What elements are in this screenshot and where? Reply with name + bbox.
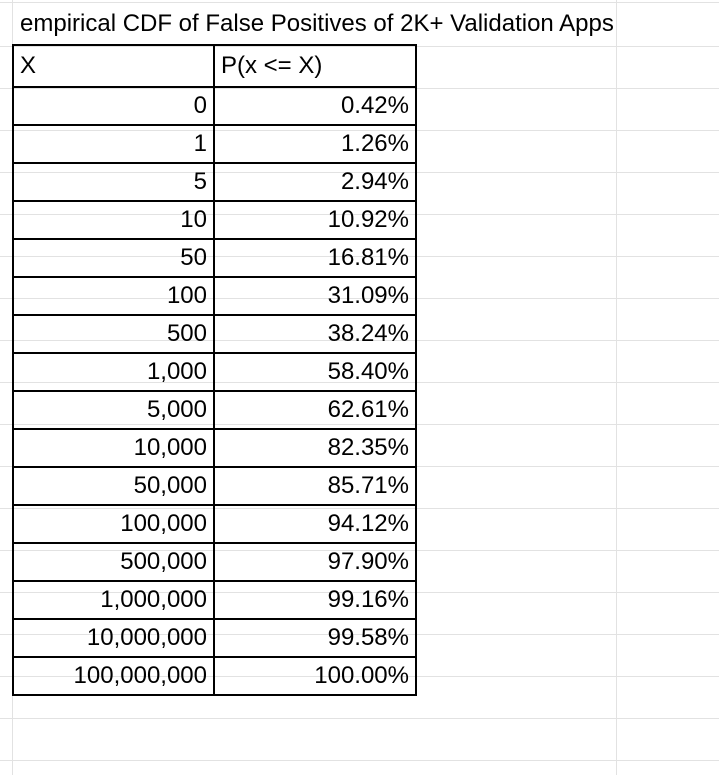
table-row: 100,000 94.12%: [12, 504, 417, 544]
cell-x-value[interactable]: 1,000,000: [12, 580, 215, 620]
cell-x-value[interactable]: 5: [12, 162, 215, 202]
table-row: 1,000 58.40%: [12, 352, 417, 392]
cell-x-value[interactable]: 5,000: [12, 390, 215, 430]
cell-probability-value[interactable]: 58.40%: [213, 352, 417, 392]
cell-x-value[interactable]: 100,000: [12, 504, 215, 544]
grid-column-line: [616, 0, 617, 775]
cell-x-value[interactable]: 100: [12, 276, 215, 316]
table-header-row: X P(x <= X): [12, 44, 417, 88]
table-row: 5,000 62.61%: [12, 390, 417, 430]
cell-probability-value[interactable]: 62.61%: [213, 390, 417, 430]
cell-x-value[interactable]: 100,000,000: [12, 656, 215, 696]
table-row: 50 16.81%: [12, 238, 417, 278]
cell-probability-value[interactable]: 10.92%: [213, 200, 417, 240]
cell-probability-value[interactable]: 31.09%: [213, 276, 417, 316]
table-row: 10,000 82.35%: [12, 428, 417, 468]
cell-x-value[interactable]: 10,000,000: [12, 618, 215, 658]
table-row: 5 2.94%: [12, 162, 417, 202]
cell-probability-value[interactable]: 0.42%: [213, 86, 417, 126]
cell-x-value[interactable]: 10: [12, 200, 215, 240]
cell-probability-value[interactable]: 85.71%: [213, 466, 417, 506]
cdf-table: X P(x <= X) 0 0.42% 1 1.26% 5 2.94% 10 10.92% 50…: [12, 44, 417, 696]
header-cell-probability[interactable]: P(x <= X): [213, 44, 417, 88]
table-row: 1,000,000 99.16%: [12, 580, 417, 620]
cell-probability-value[interactable]: 2.94%: [213, 162, 417, 202]
grid-row-line: [0, 718, 719, 719]
cell-probability-value[interactable]: 94.12%: [213, 504, 417, 544]
cell-x-value[interactable]: 10,000: [12, 428, 215, 468]
cell-x-value[interactable]: 1: [12, 124, 215, 164]
table-row: 1 1.26%: [12, 124, 417, 164]
cell-x-value[interactable]: 50: [12, 238, 215, 278]
table-row: 100 31.09%: [12, 276, 417, 316]
table-row: 10 10.92%: [12, 200, 417, 240]
cell-probability-value[interactable]: 100.00%: [213, 656, 417, 696]
cell-x-value[interactable]: 500,000: [12, 542, 215, 582]
table-row: 100,000,000 100.00%: [12, 656, 417, 696]
table-row: 0 0.42%: [12, 86, 417, 126]
cell-probability-value[interactable]: 38.24%: [213, 314, 417, 354]
cell-probability-value[interactable]: 99.58%: [213, 618, 417, 658]
grid-row-line: [0, 2, 719, 3]
table-row: 50,000 85.71%: [12, 466, 417, 506]
table-row: 10,000,000 99.58%: [12, 618, 417, 658]
cell-x-value[interactable]: 500: [12, 314, 215, 354]
table-row: 500 38.24%: [12, 314, 417, 354]
table-row: 500,000 97.90%: [12, 542, 417, 582]
cell-probability-value[interactable]: 16.81%: [213, 238, 417, 278]
cell-probability-value[interactable]: 1.26%: [213, 124, 417, 164]
cell-x-value[interactable]: 50,000: [12, 466, 215, 506]
cell-probability-value[interactable]: 97.90%: [213, 542, 417, 582]
cell-probability-value[interactable]: 82.35%: [213, 428, 417, 468]
grid-row-line: [0, 760, 719, 761]
cell-x-value[interactable]: 1,000: [12, 352, 215, 392]
sheet-title-cell[interactable]: empirical CDF of False Positives of 2K+ …: [20, 10, 614, 37]
header-cell-x[interactable]: X: [12, 44, 215, 88]
cell-probability-value[interactable]: 99.16%: [213, 580, 417, 620]
cell-x-value[interactable]: 0: [12, 86, 215, 126]
